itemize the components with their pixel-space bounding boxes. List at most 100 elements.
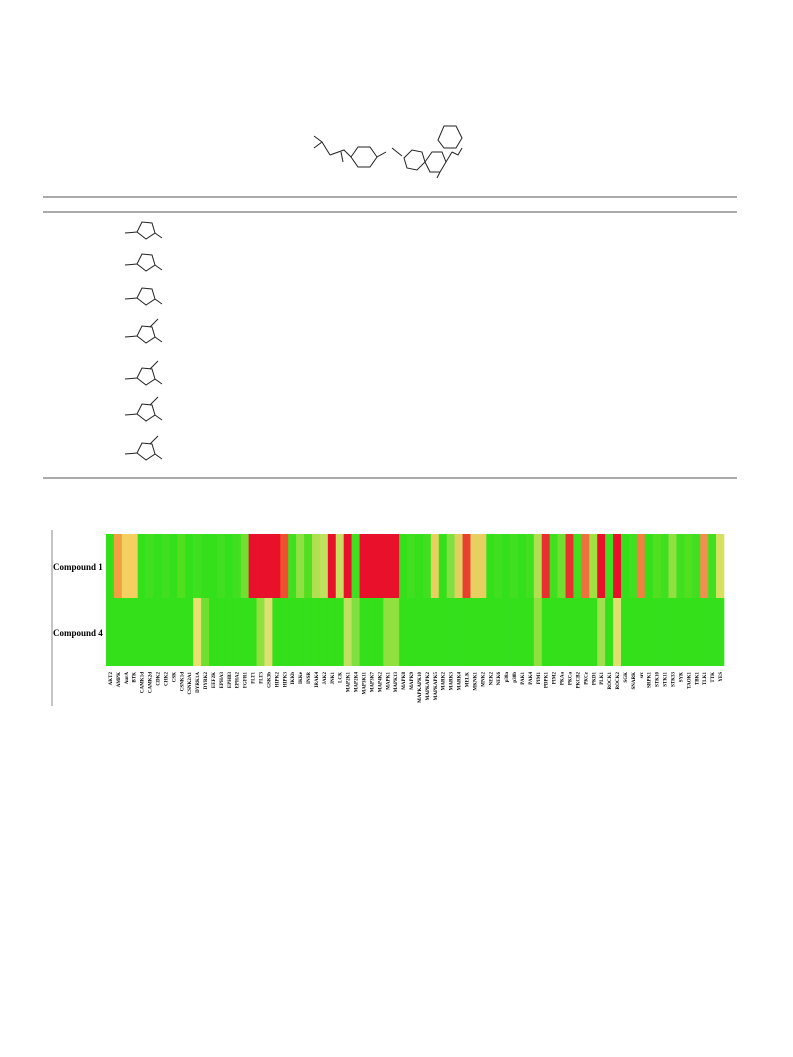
heat-cell xyxy=(232,598,241,666)
bond xyxy=(154,453,163,460)
ring xyxy=(136,287,156,306)
column-label: STK11 xyxy=(664,672,669,687)
heat-cell xyxy=(518,598,527,666)
column-label: TAOK1 xyxy=(687,672,692,689)
column-label: LCK xyxy=(339,672,344,683)
heat-cell xyxy=(652,534,661,598)
heat-cell xyxy=(557,598,566,666)
heat-cell xyxy=(462,598,471,666)
bond xyxy=(124,297,138,300)
heat-cell xyxy=(359,598,368,666)
column-label: MKNK1 xyxy=(473,672,478,691)
column-label: PAK4 xyxy=(529,672,534,685)
heat-cell xyxy=(304,598,313,666)
heat-cell xyxy=(628,598,638,666)
heat-cell xyxy=(605,534,614,598)
heat-cell xyxy=(272,598,281,666)
column-label: JAK2 xyxy=(323,672,328,685)
heat-cell xyxy=(319,534,329,598)
column-label: PKCa xyxy=(569,672,574,686)
heat-cell xyxy=(129,598,138,666)
heat-cell xyxy=(201,598,210,666)
heat-cell xyxy=(700,598,709,666)
heat-cell xyxy=(510,534,519,598)
column-label: PKCB2 xyxy=(576,672,581,689)
heat-cell xyxy=(312,534,321,598)
column-label: YES xyxy=(719,672,724,682)
bond xyxy=(149,396,159,406)
heat-cell xyxy=(296,534,305,598)
heat-cell xyxy=(605,598,614,666)
heat-cell xyxy=(343,598,352,666)
heat-cell xyxy=(248,534,257,598)
chemical-structure xyxy=(313,125,463,179)
column-label: FLT1 xyxy=(252,672,257,684)
column-label: NEK6 xyxy=(497,672,502,686)
column-label: IRAK4 xyxy=(315,672,320,688)
column-label: CAMK2d xyxy=(149,672,154,693)
heat-cell xyxy=(224,534,234,598)
heatmap: Compound 1 Compound 4 AKT2 AMPK AurA BTK CAMK1… xyxy=(53,534,725,703)
column-label: MAPK1 xyxy=(386,672,391,690)
column-label: CSNK1d xyxy=(180,672,185,691)
heat-cell xyxy=(280,598,289,666)
heat-cell xyxy=(470,534,479,598)
heat-cell xyxy=(549,534,558,598)
heat-cell xyxy=(462,534,471,598)
column-label: SGK xyxy=(624,672,629,683)
column-label: MARK3 xyxy=(450,672,455,691)
column-label: BTK xyxy=(133,672,138,683)
heat-cell xyxy=(422,534,432,598)
heat-cell xyxy=(407,598,416,666)
column-label: NEK2 xyxy=(489,672,494,686)
bond xyxy=(124,335,138,338)
column-label: JNK1 xyxy=(331,672,336,685)
column-label: EEF2K xyxy=(212,672,217,688)
heat-cell xyxy=(232,534,241,598)
row-label: Compound 1 xyxy=(53,562,103,572)
heat-cell xyxy=(716,598,725,666)
column-label: AurA xyxy=(125,672,130,685)
heat-cell xyxy=(581,534,590,598)
column-label: EPHA2 xyxy=(236,672,241,689)
column-label: HIPK3 xyxy=(283,672,288,688)
heat-cell xyxy=(430,534,440,598)
heat-cell xyxy=(438,598,447,666)
heat-cell xyxy=(216,534,226,598)
heat-cell xyxy=(327,598,337,666)
column-label: HIPK2 xyxy=(275,672,280,688)
heat-cell xyxy=(676,598,685,666)
column-label: MAP2K1 xyxy=(347,672,352,693)
bond xyxy=(124,231,138,234)
heat-cell xyxy=(438,534,447,598)
heat-cell xyxy=(478,534,487,598)
heat-cell xyxy=(177,598,186,666)
heat-cell xyxy=(296,598,305,666)
column-label: PIM2 xyxy=(553,672,558,685)
heat-cell xyxy=(660,598,669,666)
column-label: SYK xyxy=(679,672,684,682)
heat-cell xyxy=(549,598,558,666)
heat-cell xyxy=(621,598,630,666)
heat-cell xyxy=(383,598,392,666)
heat-cell xyxy=(541,598,550,666)
heat-cell xyxy=(565,534,574,598)
column-label: MARK4 xyxy=(458,672,463,691)
column-label: CSK xyxy=(172,672,177,682)
column-label: FGFR1 xyxy=(244,672,249,689)
column-label: EPHA3 xyxy=(220,672,225,689)
heat-cell xyxy=(383,534,392,598)
column-label: PKD1 xyxy=(592,672,597,686)
heat-cell xyxy=(304,534,313,598)
bond xyxy=(124,263,138,266)
heat-cell xyxy=(446,534,455,598)
heat-cell xyxy=(288,598,297,666)
column-label: ROCK1 xyxy=(608,672,613,690)
column-label: CAMK1d xyxy=(141,672,146,693)
heat-cell xyxy=(668,598,677,666)
heat-cell xyxy=(692,534,701,598)
substituent-structures xyxy=(124,221,163,461)
heat-cell xyxy=(272,534,281,598)
